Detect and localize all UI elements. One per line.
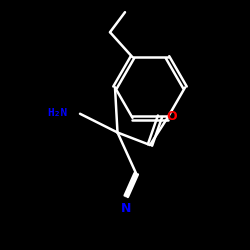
Text: H₂N: H₂N: [47, 108, 68, 118]
Text: N: N: [121, 202, 132, 215]
Text: O: O: [166, 110, 177, 123]
